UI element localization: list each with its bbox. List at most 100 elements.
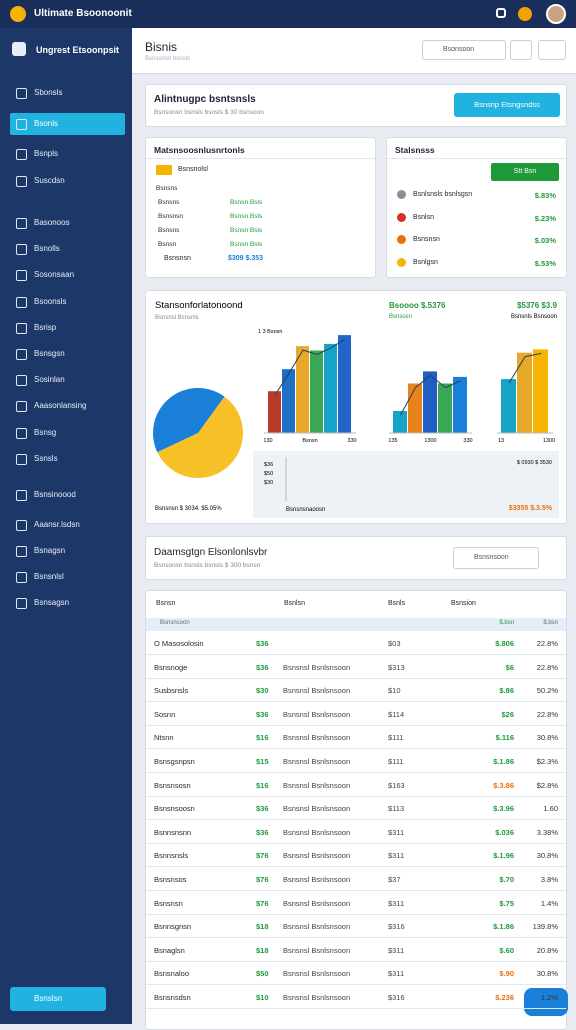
table-row[interactable]: Bsnsnsoosn $36 Bsnsnsl Bsnlsnsoon $113 $.3.9…	[146, 797, 566, 821]
sidebar-item[interactable]: Ssnsls	[10, 448, 125, 470]
status-dot	[397, 235, 406, 244]
cell-amount: $.1.86	[493, 757, 514, 766]
sidebar-item[interactable]: Bsnpls	[10, 143, 125, 165]
chart-top-label: 1 3 Bsnsn	[258, 329, 282, 335]
sidebar-item[interactable]: Aaasonlansing	[10, 395, 125, 417]
status-title: Stalsnsss	[395, 145, 435, 155]
cell-desc: Bsnsnsl Bsnlsnsoon	[283, 969, 351, 979]
action-button[interactable]	[510, 40, 532, 60]
table-row[interactable]: Bsnsnsosn $16 Bsnsnsl Bsnlsnsoon $163 $.3.86…	[146, 774, 566, 797]
banner-subtitle: Bsnsonsn bsnsls bsnsls $ 30 bsnsoon	[154, 109, 264, 116]
table-row[interactable]: Bsnsnoge $36 Bsnsnsl Bsnlsnsoon $313 $6 22.8%	[146, 656, 566, 679]
cell-amount: $.3.96	[493, 804, 514, 814]
panel-tick: $50	[264, 471, 273, 477]
summary-title: Matsnsoosnlusnrtonls	[154, 145, 245, 155]
x-label: 130	[263, 438, 272, 444]
cell-name: Bsnaglsn	[154, 945, 185, 955]
table-row[interactable]: Bsnaglsn $18 Bsnsnsl Bsnlsnsoon $311 $.60 20.…	[146, 939, 566, 962]
table-row[interactable]: Bsnsnaloo $50 Bsnsnsl Bsnlsnsoon $311 $.90 30…	[146, 962, 566, 986]
cell-price: $18	[256, 922, 269, 932]
sidebar-item[interactable]: Bsnsg	[10, 422, 125, 444]
sidebar-item[interactable]: Basonoos	[10, 212, 125, 234]
cell-name: Sosnn	[154, 709, 176, 719]
cell-amount: $.75	[499, 898, 514, 908]
table-search[interactable]: Bsnsnsoon	[453, 547, 539, 569]
cell-desc: Bsnsnsl Bsnlsnsoon	[283, 875, 351, 884]
sidebar-item[interactable]: Bsoonsls	[10, 291, 125, 313]
cell-desc: Bsnsnsl Bsnlsnsoon	[283, 757, 351, 766]
floating-button[interactable]	[524, 988, 568, 1016]
sidebar-item[interactable]: Bsnsinoood	[10, 484, 125, 506]
x-label: 135	[388, 438, 397, 444]
panel-top: $ 0930 $ 3530	[517, 460, 552, 466]
summary-row-label: Bsnsns	[158, 199, 180, 206]
notification-icon[interactable]	[496, 8, 506, 18]
table-row[interactable]: Bsnsnsos $76 Bsnsnsl Bsnlsnsoon $37 $.70 3.8%	[146, 868, 566, 891]
table-row[interactable]: Bsnsnsdsn $10 Bsnsnsl Bsnlsnsoon $316 $.236 1…	[146, 986, 566, 1009]
cell-desc: Bsnsnsl Bsnlsnsoon	[283, 945, 351, 955]
cell-rate: 22.8%	[536, 662, 558, 672]
search-dropdown[interactable]: Bsonsoon	[422, 40, 506, 60]
kpi2-value: $5376 $3.9	[517, 301, 558, 310]
x-label: 330	[463, 438, 472, 444]
sidebar-footer-button[interactable]: Bsnslsn	[10, 987, 106, 1011]
sidebar-item[interactable]: Bsnolls	[10, 238, 125, 260]
status-value: $.53%	[534, 258, 556, 268]
sidebar-item[interactable]: Bsnsagsn	[10, 592, 125, 614]
table-subtitle: Bsnsonsn bsnsls bsnsls $ 300 bsnsn	[154, 562, 261, 569]
sidebar-item[interactable]: Bsonls	[10, 113, 125, 135]
table-row[interactable]: Bsnsgsnpsn $15 Bsnsnsl Bsnlsnsoon $111 $.1.8…	[146, 750, 566, 773]
cell-amount: $.3.86	[493, 780, 514, 790]
cell-amount: $.70	[499, 875, 514, 884]
kpi1-value: Bsoooo $.5376	[389, 301, 446, 310]
table-row[interactable]: Bsnnsnsnn $36 Bsnsnsl Bsnlsnsoon $311 $.036 3…	[146, 821, 566, 844]
cell-desc: Bsnsnsl Bsnlsnsoon	[283, 709, 351, 719]
cell-name: Bsnsnsn	[154, 898, 183, 908]
analytics-title: Stansonforlatonoond	[155, 300, 243, 311]
table-subheader	[146, 618, 566, 631]
cell-amount: $.60	[499, 945, 514, 955]
sidebar-item[interactable]: Suscdsn	[10, 170, 125, 192]
analytics-subtitle: Bsnsnsl Bsnsnls	[155, 315, 199, 321]
sidebar-item[interactable]: Sbonsls	[10, 82, 125, 104]
cell-name: Bsnsgsnpsn	[154, 757, 195, 766]
table-row[interactable]: Ntsnn $16 Bsnsnsl Bsnlsnsoon $111 $.116 30.8%	[146, 726, 566, 750]
cell-code: $316	[388, 922, 405, 932]
cell-price: $36	[256, 709, 269, 719]
cell-rate: 30.8%	[536, 969, 558, 979]
bar	[282, 369, 295, 433]
cell-desc: Bsnsnsl Bsnlsnsoon	[283, 922, 351, 932]
sidebar-item[interactable]: Bsrisp	[10, 317, 125, 339]
banner-button[interactable]: Bsnsnp Etsngsndss	[454, 93, 560, 117]
cell-desc: Bsnsnsl Bsnlsnsoon	[283, 686, 351, 696]
table-row[interactable]: Susbsnsls $30 Bsnsnsl Bsnlsnsoon $10 $.86 50.…	[146, 679, 566, 703]
cell-price: $30	[256, 686, 269, 696]
table-row[interactable]: Sosnn $36 Bsnsnsl Bsnlsnsoon $114 $26 22.8%	[146, 703, 566, 726]
trend-line	[508, 352, 542, 384]
subheader-cell: Bsnsnsoon	[160, 620, 190, 626]
status-value: $.23%	[534, 213, 556, 223]
banner-title: Alintnugpc bsntsnsls	[154, 94, 256, 105]
alert-icon[interactable]	[518, 7, 532, 21]
cell-code: $163	[388, 780, 405, 790]
table-row[interactable]: O Masosolosin $36 $03 $.806 22.8%	[146, 632, 566, 655]
sidebar-item[interactable]: Bsnagsn	[10, 540, 125, 562]
close-button[interactable]	[538, 40, 566, 60]
status-label: Bsnlsnsls bsnlsgsn	[413, 191, 473, 198]
summary-row-label: Bsnsnsn	[158, 213, 183, 220]
table-row[interactable]: Bsnsnsn $76 Bsnsnsl Bsnlsnsoon $311 $.75 1.4%	[146, 892, 566, 915]
sidebar-item[interactable]: Sosonsaan	[10, 264, 125, 286]
cell-rate: 1.60	[543, 804, 558, 814]
x-label: 330	[347, 438, 356, 444]
sidebar-item[interactable]: Aaansr.lsdsn	[10, 514, 125, 536]
avatar[interactable]	[546, 4, 566, 24]
cell-rate: 1.4%	[540, 898, 558, 908]
sidebar-item[interactable]: Sosinlan	[10, 369, 125, 391]
table-row[interactable]: Bsnnsnsls $76 Bsnsnsl Bsnlsnsoon $311 $.1.96…	[146, 844, 566, 868]
status-button[interactable]: Stt Bsn	[491, 163, 559, 181]
sidebar-item[interactable]: Bsnsnlsl	[10, 566, 125, 588]
table-row[interactable]: Bsnnsgnsn $18 Bsnsnsl Bsnlsnsoon $316 $.1.86…	[146, 915, 566, 939]
sidebar-item[interactable]: Bsnsgsn	[10, 343, 125, 365]
sub-panel	[253, 451, 559, 518]
